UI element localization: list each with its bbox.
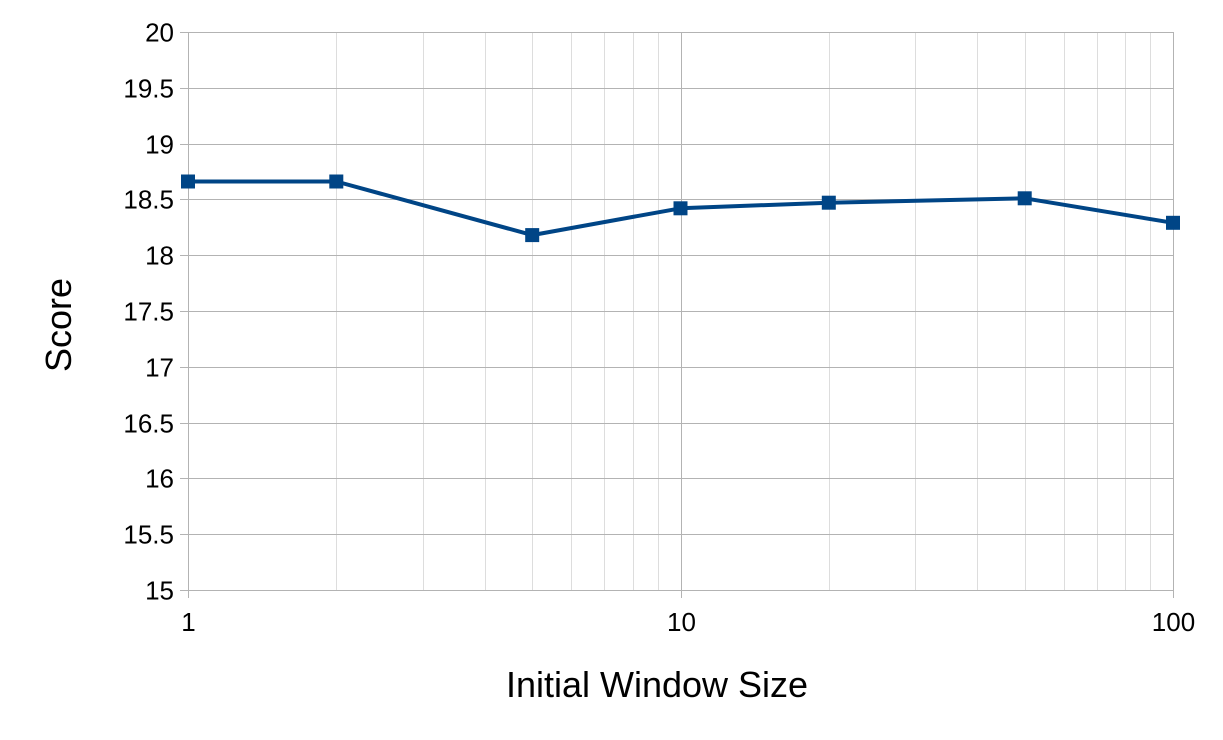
data-point-marker — [525, 228, 540, 243]
y-tick-label: 18.5 — [123, 185, 174, 215]
x-tick-label: 10 — [667, 607, 696, 637]
y-axis-title: Score — [38, 278, 79, 372]
x-tick-label: 100 — [1152, 607, 1195, 637]
x-axis-title: Initial Window Size — [506, 664, 808, 705]
y-tick-label: 20 — [145, 18, 174, 48]
y-tick-label: 17.5 — [123, 297, 174, 327]
data-point-marker — [181, 174, 195, 189]
y-tick-label: 19 — [145, 130, 174, 160]
data-point-marker — [673, 201, 688, 216]
data-point-marker — [329, 174, 344, 189]
y-tick-label: 19.5 — [123, 74, 174, 104]
data-point-marker — [1017, 191, 1032, 206]
x-tick-label: 1 — [181, 607, 195, 637]
major-gridlines — [180, 32, 1174, 598]
y-tick-label: 17 — [145, 353, 174, 383]
y-axis-tick-labels: 15 15.5 16 16.5 17 17.5 18 18.5 19 19.5 20 — [123, 18, 174, 606]
y-tick-label: 15 — [145, 576, 174, 606]
y-tick-label: 15.5 — [123, 520, 174, 550]
y-tick-label: 16 — [145, 464, 174, 494]
y-tick-label: 18 — [145, 241, 174, 271]
x-axis-tick-labels: 1 10 100 — [181, 607, 1195, 637]
y-tick-label: 16.5 — [123, 409, 174, 439]
data-point-marker — [821, 195, 836, 210]
data-point-marker — [1166, 215, 1180, 230]
series-layer — [181, 174, 1180, 243]
